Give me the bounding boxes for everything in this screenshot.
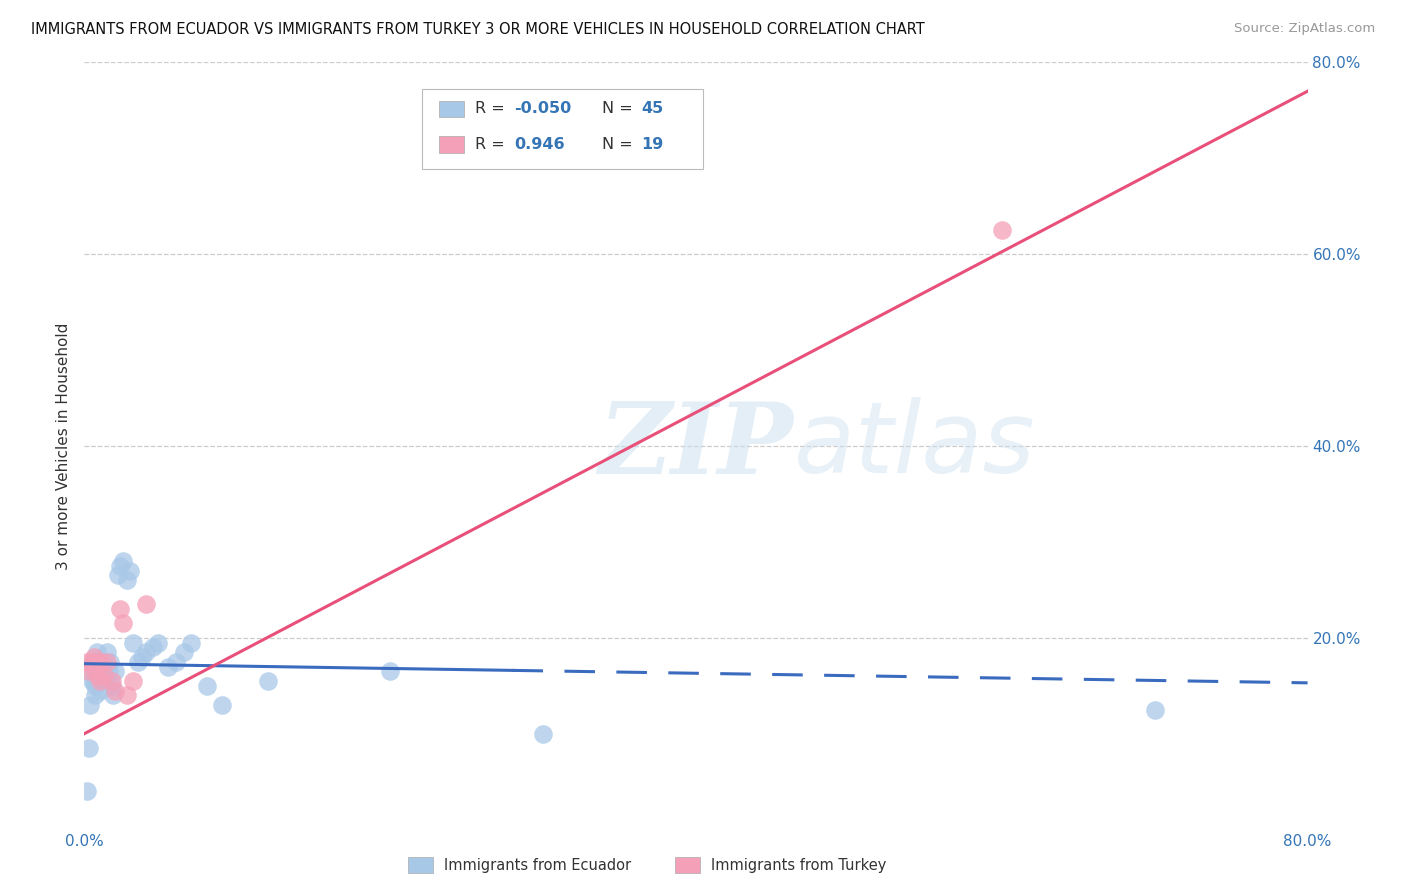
Point	[96, 655, 118, 669]
Point	[90, 659, 112, 673]
Point	[108, 558, 131, 573]
Point	[211, 698, 233, 712]
Point	[76, 784, 98, 798]
Point	[89, 683, 111, 698]
Text: N =: N =	[602, 102, 638, 116]
Point	[87, 665, 110, 679]
Point	[90, 655, 112, 669]
Y-axis label: 3 or more Vehicles in Household: 3 or more Vehicles in Household	[56, 322, 72, 570]
Point	[103, 689, 125, 703]
Text: 45: 45	[641, 102, 664, 116]
Point	[93, 669, 115, 683]
Point	[111, 616, 134, 631]
Point	[108, 602, 131, 616]
Point	[1143, 703, 1166, 717]
Point	[104, 683, 127, 698]
Text: Immigrants from Turkey: Immigrants from Turkey	[711, 858, 887, 872]
Point	[135, 597, 157, 611]
Point	[84, 679, 107, 693]
Point	[257, 673, 280, 688]
Point	[157, 659, 180, 673]
Point	[86, 669, 108, 683]
Point	[101, 673, 124, 688]
Point	[115, 689, 138, 703]
Point	[146, 635, 169, 649]
Point	[80, 673, 103, 688]
Point	[87, 669, 110, 683]
Point	[77, 665, 100, 679]
Text: ZIP: ZIP	[598, 398, 793, 494]
Point	[79, 698, 101, 712]
Point	[131, 649, 153, 664]
Point	[165, 655, 187, 669]
Point	[91, 669, 114, 683]
Text: 19: 19	[641, 137, 664, 152]
Point	[142, 640, 165, 655]
Text: atlas: atlas	[794, 398, 1035, 494]
Point	[96, 645, 118, 659]
Text: Source: ZipAtlas.com: Source: ZipAtlas.com	[1234, 22, 1375, 36]
Point	[86, 645, 108, 659]
Point	[122, 635, 145, 649]
Point	[80, 665, 103, 679]
Point	[127, 655, 149, 669]
Point	[89, 673, 111, 688]
Text: R =: R =	[475, 137, 515, 152]
Text: -0.050: -0.050	[515, 102, 572, 116]
Text: R =: R =	[475, 102, 510, 116]
Point	[98, 655, 121, 669]
Point	[104, 665, 127, 679]
Point	[94, 673, 117, 688]
Point	[80, 655, 103, 669]
Point	[83, 649, 105, 664]
Text: 0.946: 0.946	[515, 137, 565, 152]
Point	[107, 568, 129, 582]
Point	[380, 665, 402, 679]
Text: Immigrants from Ecuador: Immigrants from Ecuador	[444, 858, 631, 872]
Point	[101, 679, 124, 693]
Point	[84, 665, 107, 679]
Text: IMMIGRANTS FROM ECUADOR VS IMMIGRANTS FROM TURKEY 3 OR MORE VEHICLES IN HOUSEHOL: IMMIGRANTS FROM ECUADOR VS IMMIGRANTS FR…	[31, 22, 925, 37]
Point	[76, 655, 98, 669]
Point	[83, 655, 105, 669]
Text: N =: N =	[602, 137, 638, 152]
Point	[135, 645, 157, 659]
Point	[93, 665, 115, 679]
Point	[531, 726, 554, 740]
Point	[991, 223, 1014, 237]
Point	[84, 689, 107, 703]
Point	[97, 665, 120, 679]
Point	[122, 673, 145, 688]
Point	[180, 635, 202, 649]
Point	[89, 673, 111, 688]
Point	[120, 564, 142, 578]
Point	[173, 645, 195, 659]
Point	[195, 679, 218, 693]
Point	[83, 673, 105, 688]
Point	[77, 741, 100, 756]
Point	[86, 655, 108, 669]
Point	[115, 574, 138, 588]
Point	[111, 554, 134, 568]
